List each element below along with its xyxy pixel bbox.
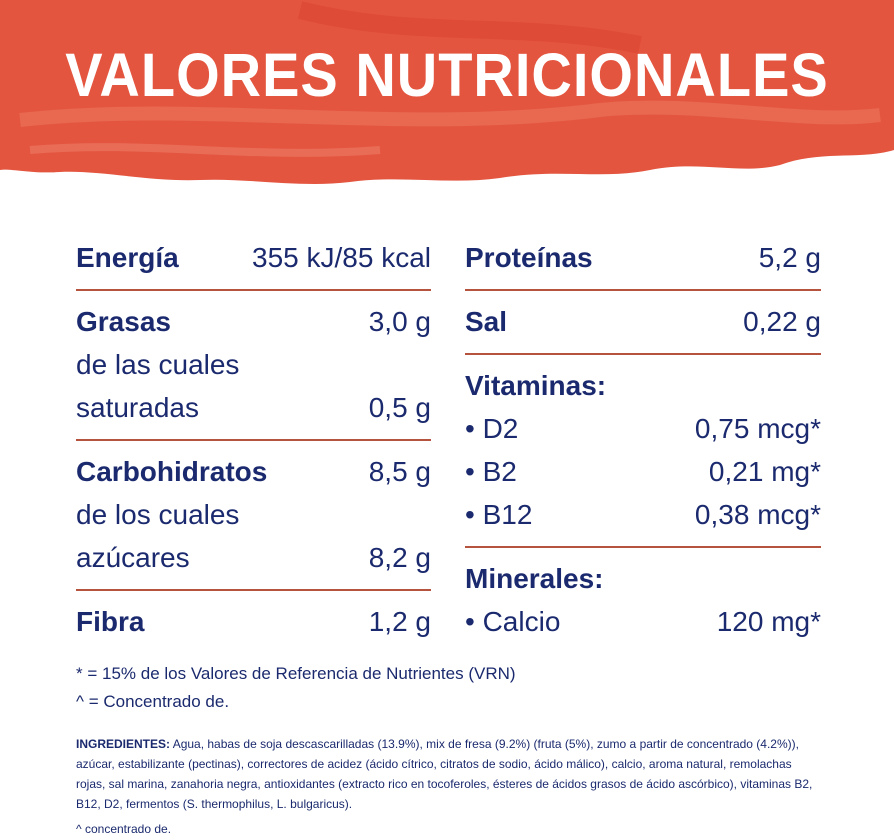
nutrient-label: Proteínas [465, 242, 593, 273]
nutrient-row: • B2 0,21 mg* [465, 452, 821, 492]
nutrient-value: 0,21 mg* [708, 456, 821, 487]
nutrient-row: • Calcio 120 mg* [465, 602, 821, 642]
nutrient-label: azúcares [76, 542, 190, 573]
nutrient-row: • D2 0,75 mcg* [465, 409, 821, 449]
nutrient-label: de las cuales [76, 349, 240, 380]
nutrient-value: 0,38 mcg* [694, 499, 821, 530]
brush-banner [0, 0, 894, 184]
nutrient-value: 355 kJ/85 kcal [252, 242, 431, 273]
nutrient-value: 5,2 g [758, 242, 821, 273]
footnote: ^ = Concentrado de. [76, 692, 230, 711]
nutrient-value: 0,75 mcg* [694, 413, 821, 444]
nutrient-row: azúcares 8,2 g [76, 538, 431, 578]
nutrient-label: Sal [465, 306, 508, 337]
nutrient-label: Minerales: [465, 563, 604, 594]
nutrient-label: • Calcio [465, 606, 561, 637]
nutrient-label: Grasas [76, 306, 171, 337]
footnote: * = 15% de los Valores de Referencia de … [76, 664, 516, 683]
ingredients-text: Agua, habas de soja descascarilladas (13… [76, 737, 813, 811]
nutrient-value: 120 mg* [716, 606, 821, 637]
nutrient-label: • B2 [465, 456, 517, 487]
separator [465, 546, 821, 548]
nutrient-label: • B12 [465, 499, 533, 530]
nutrient-label: Energía [76, 242, 179, 273]
separator [76, 289, 431, 291]
nutrient-row: de las cuales [76, 345, 431, 385]
nutrient-label: • D2 [465, 413, 519, 444]
separator [465, 289, 821, 291]
ingredients-heading: INGREDIENTES: [76, 737, 171, 751]
nutrient-value: 1,2 g [368, 606, 431, 637]
ingredients: INGREDIENTES: Agua, habas de soja descas… [76, 734, 824, 814]
nutrient-row: • B12 0,38 mcg* [465, 495, 821, 535]
nutrient-label: Fibra [76, 606, 145, 637]
nutrient-row: Grasas 3,0 g [76, 302, 431, 342]
separator [76, 439, 431, 441]
bottom-note: ^ concentrado de. [76, 822, 172, 836]
nutrient-value: 3,0 g [368, 306, 431, 337]
title: VALORES NUTRICIONALES [65, 39, 829, 110]
nutrient-row: saturadas 0,5 g [76, 388, 431, 428]
nutrient-value: 0,5 g [368, 392, 431, 423]
nutrient-row: Carbohidratos 8,5 g [76, 452, 431, 492]
nutrient-label: Carbohidratos [76, 456, 268, 487]
nutrient-row: Energía 355 kJ/85 kcal [76, 238, 431, 278]
separator [465, 353, 821, 355]
nutrient-row: de los cuales [76, 495, 431, 535]
nutrient-row: Proteínas 5,2 g [465, 238, 821, 278]
nutrient-row: Minerales: [465, 559, 821, 599]
nutrient-label: Vitaminas: [465, 370, 607, 401]
nutrient-label: de los cuales [76, 499, 240, 530]
nutrient-row: Sal 0,22 g [465, 302, 821, 342]
nutrient-value: 8,2 g [368, 542, 431, 573]
nutrient-label: saturadas [76, 392, 199, 423]
nutrient-row: Fibra 1,2 g [76, 602, 431, 642]
nutrient-value: 0,22 g [743, 306, 821, 337]
nutrient-row: Vitaminas: [465, 366, 821, 406]
nutrient-value: 8,5 g [368, 456, 431, 487]
separator [76, 589, 431, 591]
